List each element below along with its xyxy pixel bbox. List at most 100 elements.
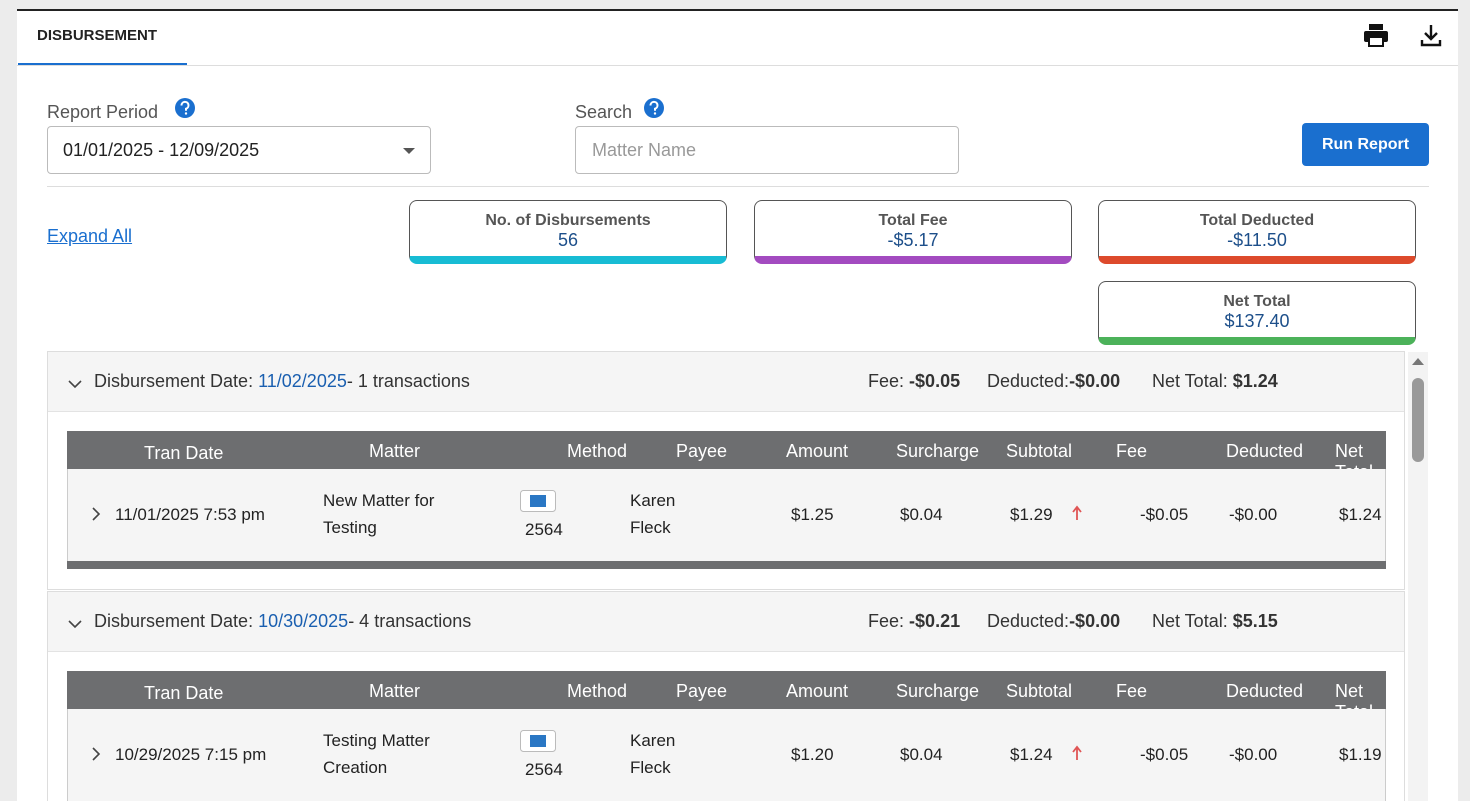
column-header: Fee <box>1116 441 1148 461</box>
column-header: Fee <box>1116 681 1148 701</box>
group-deducted: Deducted:-$0.00 <box>987 371 1120 392</box>
fee: -$0.05 <box>1140 505 1189 524</box>
payee: Karen Fleck <box>630 491 676 537</box>
group-header[interactable]: Disbursement Date: 11/02/2025- 1 transac… <box>48 352 1404 412</box>
net-total: $1.24 <box>1339 505 1382 524</box>
tab[interactable]: DISBURSEMENT <box>37 27 158 44</box>
disbursement-group: Disbursement Date: 10/30/2025- 4 transac… <box>47 591 1405 801</box>
column-header: Tran Date <box>144 683 224 703</box>
surcharge: $0.04 <box>900 505 943 524</box>
deducted-value: -$0.00 <box>1069 371 1121 391</box>
fee-label: Fee: <box>868 371 905 391</box>
matter: Testing Matter Creation <box>323 731 430 777</box>
table-header: Tran Date Matter Method Payee Amount Surcharg… <box>67 671 1386 722</box>
caret <box>403 148 415 154</box>
subtotal: $1.29 <box>1010 505 1053 524</box>
subtotal: $1.24 <box>1010 745 1053 764</box>
disbursement-group: Disbursement Date: 11/02/2025- 1 transac… <box>47 351 1405 590</box>
column-header: Matter <box>369 441 421 461</box>
group-deducted: Deducted:-$0.00 <box>987 611 1120 632</box>
summary-card: Net Total $137.40 <box>1098 281 1416 345</box>
net_total-label: Net Total: <box>1152 611 1228 631</box>
expand-chevron <box>92 747 101 766</box>
column-header: Method <box>567 441 628 461</box>
summary-value: -$5.17 <box>887 230 939 250</box>
date-label: Disbursement Date: <box>94 371 254 391</box>
group-header[interactable]: Disbursement Date: 10/30/2025- 4 transac… <box>48 592 1404 652</box>
scroll-up[interactable] <box>1411 356 1425 366</box>
matter: New Matter for Testing <box>323 491 435 537</box>
tab-underline <box>18 63 187 65</box>
group-title: Disbursement Date: 10/30/2025- 4 transac… <box>94 611 471 632</box>
transaction-count: - 1 transactions <box>346 371 470 391</box>
column-header: Subtotal <box>1006 681 1073 701</box>
column-header: Amount <box>786 681 849 701</box>
column-header: Surcharge <box>896 681 980 701</box>
payee: Karen Fleck <box>630 731 676 777</box>
tran-date: 10/29/2025 7:15 pm <box>115 745 267 764</box>
transaction-count: - 4 transactions <box>348 611 472 631</box>
search-label: Search <box>575 102 633 122</box>
deducted-label: Deducted: <box>987 371 1070 391</box>
run-report-button[interactable]: Run Report <box>1302 123 1429 166</box>
deducted: -$0.00 <box>1229 745 1278 764</box>
surcharge: $0.04 <box>900 745 943 764</box>
net_total-value: $1.24 <box>1232 371 1278 391</box>
column-header: Payee <box>676 441 728 461</box>
card-icon <box>520 490 556 517</box>
summary-card: No. of Disbursements 56 <box>409 200 727 264</box>
scrollbar[interactable] <box>1408 352 1428 801</box>
card-number: 2564 <box>525 760 563 779</box>
expand-all-link[interactable]: Expand All <box>47 226 133 246</box>
date-label: Disbursement Date: <box>94 611 254 631</box>
collapse-chevron <box>68 376 82 394</box>
summary-label: Net Total <box>1223 293 1291 310</box>
print-icon[interactable] <box>1363 23 1389 47</box>
download-icon[interactable] <box>1420 23 1442 47</box>
scroll-thumb[interactable] <box>1412 378 1424 462</box>
search-placeholder: Matter Name <box>592 140 697 160</box>
group-net-total: Net Total: $5.15 <box>1152 611 1278 632</box>
card-icon <box>520 730 556 757</box>
tran-date: 11/01/2025 7:53 pm <box>115 505 265 524</box>
period-select[interactable]: 01/01/2025 - 12/09/2025 <box>47 126 431 174</box>
net-total: $1.19 <box>1339 745 1382 764</box>
column-header: Deducted <box>1226 681 1304 701</box>
help-icon[interactable] <box>174 97 196 119</box>
group-date: 10/30/2025 <box>258 611 349 631</box>
group-date: 11/02/2025 <box>258 371 347 391</box>
period-value: 01/01/2025 - 12/09/2025 <box>63 140 260 160</box>
table-footer-bar <box>67 561 1386 569</box>
column-header: Matter <box>369 681 421 701</box>
expand-chevron <box>92 507 101 526</box>
group-net-total: Net Total: $1.24 <box>1152 371 1278 392</box>
net_total-label: Net Total: <box>1152 371 1228 391</box>
divider <box>47 186 1429 187</box>
fee-value: -$0.21 <box>909 611 961 631</box>
column-header: Amount <box>786 441 849 461</box>
amount: $1.20 <box>791 745 834 764</box>
group-fee: Fee: -$0.05 <box>868 371 960 392</box>
help-icon[interactable] <box>643 97 665 119</box>
summary-label: Total Deducted <box>1199 212 1315 229</box>
divider <box>17 65 1458 66</box>
fee-label: Fee: <box>868 611 905 631</box>
table-row: 11/01/2025 7:53 pm New Matter for Testing… <box>67 469 1386 561</box>
amount: $1.25 <box>791 505 834 524</box>
deducted: -$0.00 <box>1229 505 1278 524</box>
fee-up-arrow <box>1072 505 1082 526</box>
table-row: 10/29/2025 7:15 pm Testing Matter Creatio… <box>67 709 1386 801</box>
summary-value: $137.40 <box>1224 311 1290 331</box>
net_total-value: $5.15 <box>1232 611 1278 631</box>
summary-card: Total Deducted -$11.50 <box>1098 200 1416 264</box>
column-header: Method <box>567 681 628 701</box>
table-header: Tran Date Matter Method Payee Amount Surcharg… <box>67 431 1386 482</box>
fee-value: -$0.05 <box>909 371 961 391</box>
summary-value: 56 <box>557 230 579 250</box>
column-header: Surcharge <box>896 441 980 461</box>
deducted-value: -$0.00 <box>1069 611 1121 631</box>
fee: -$0.05 <box>1140 745 1189 764</box>
search-input[interactable]: Matter Name <box>575 126 959 174</box>
column-header: Deducted <box>1226 441 1304 461</box>
report-period-label: Report Period <box>47 102 159 122</box>
